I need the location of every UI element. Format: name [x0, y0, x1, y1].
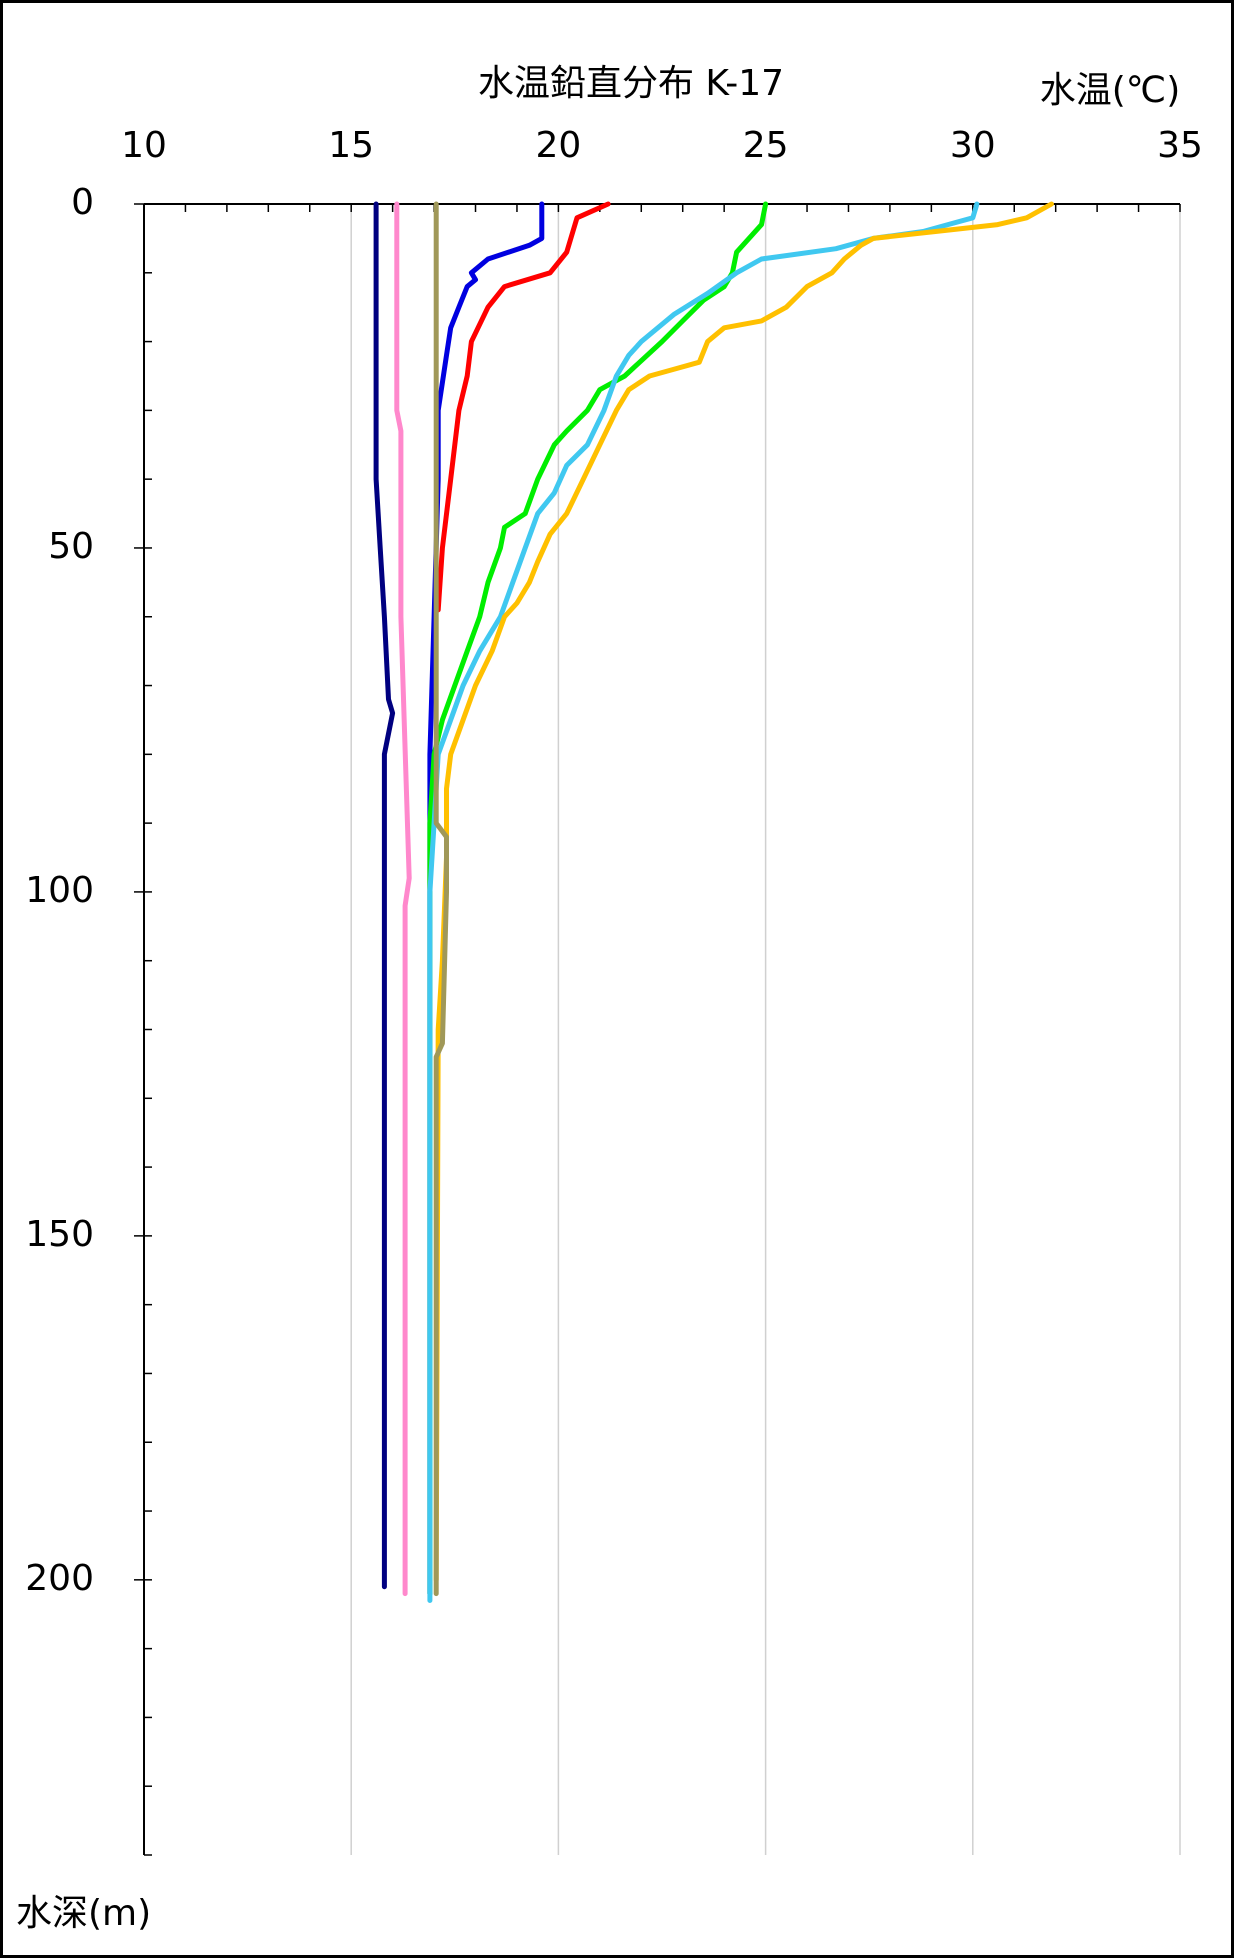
x-tick-label: 30: [950, 125, 996, 166]
x-axis-label: 水温(℃): [1040, 70, 1181, 111]
y-tick-label: 200: [25, 1558, 94, 1599]
x-tick-label: 10: [121, 125, 167, 166]
series-line: [394, 201, 412, 1597]
series-line: [433, 201, 449, 1597]
series-line: [373, 201, 396, 1590]
chart-title: 水温鉛直分布 K-17: [478, 63, 784, 104]
series-line: [427, 201, 769, 1597]
series-line: [427, 201, 980, 1603]
x-tick-label: 25: [743, 125, 789, 166]
series-line: [433, 201, 1054, 1583]
x-tick-label: 20: [535, 125, 581, 166]
series-line: [435, 201, 611, 613]
x-tick-label: 15: [328, 125, 374, 166]
y-tick-label: 150: [25, 1214, 94, 1255]
y-tick-label: 100: [25, 870, 94, 911]
y-axis-label: 水深(m): [16, 1893, 151, 1934]
x-tick-label: 35: [1157, 125, 1203, 166]
y-tick-label: 50: [48, 526, 94, 567]
y-tick-label: 0: [71, 182, 94, 223]
